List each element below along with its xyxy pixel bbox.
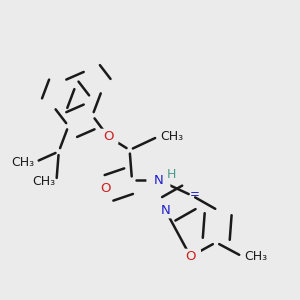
Text: O: O [103, 130, 113, 143]
FancyBboxPatch shape [180, 249, 201, 264]
FancyBboxPatch shape [146, 171, 170, 189]
Text: CH₃: CH₃ [32, 175, 55, 188]
Text: =: = [190, 188, 199, 201]
Text: CH₃: CH₃ [244, 250, 267, 263]
Text: N: N [161, 204, 170, 217]
Text: N: N [154, 173, 163, 187]
Text: O: O [185, 250, 196, 263]
Text: H: H [166, 167, 176, 181]
Text: CH₃: CH₃ [11, 155, 34, 169]
Text: CH₃: CH₃ [160, 130, 183, 143]
Text: O: O [100, 182, 111, 196]
FancyBboxPatch shape [98, 129, 118, 144]
FancyBboxPatch shape [95, 181, 116, 197]
FancyBboxPatch shape [155, 203, 176, 218]
